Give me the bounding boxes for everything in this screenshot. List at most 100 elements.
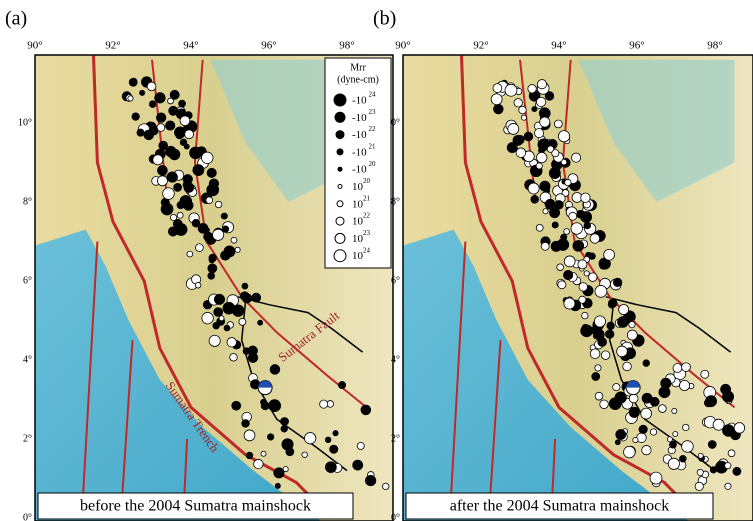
earthquake [281,426,288,433]
earthquake [246,452,253,459]
earthquake [202,152,213,163]
earthquake [581,325,593,337]
legend-label-base: -10 [352,146,367,158]
earthquake [185,130,194,139]
earthquake [214,294,224,304]
earthquake [643,360,650,367]
earthquake [537,80,546,89]
earthquake [536,97,545,106]
earthquake [207,168,216,177]
legend-symbol [337,201,343,207]
earthquake [543,209,548,214]
earthquake [540,117,550,127]
earthquake [554,120,562,128]
earthquake [701,370,709,378]
earthquake [623,362,632,371]
lat-tick-label: 0° [23,512,32,521]
earthquake [168,98,174,104]
earthquake [365,475,375,485]
earthquake [629,394,638,403]
lat-tick-label: 2° [391,433,400,444]
earthquake [581,211,592,222]
earthquake [304,433,315,444]
legend-label-base: 10 [352,216,364,228]
earthquake [528,85,536,93]
legend-symbol [337,149,343,155]
earthquake [175,224,187,236]
earthquake [166,121,175,130]
earthquake [541,242,549,250]
earthquake [248,346,258,356]
earthquake [357,442,364,449]
legend-label-exp: 20 [369,160,377,168]
legend-symbol [335,112,345,122]
earthquake [382,483,388,489]
earthquake [595,365,601,371]
legend-label-exp: 22 [363,212,371,220]
earthquake [697,469,703,475]
earthquake [505,84,517,96]
earthquake [545,199,555,209]
lat-tick-label: 4° [391,354,400,365]
earthquake [155,93,165,103]
earthquake [496,106,503,113]
earthquake [302,452,308,458]
earthquake [144,130,154,140]
earthquake [558,131,569,142]
lat-tick-label: 2° [23,433,32,444]
earthquake [169,149,180,160]
lat-tick-label: 8° [23,196,32,207]
earthquake [680,455,687,462]
earthquake [588,273,597,282]
earthquake [531,195,539,203]
earthquake [534,129,543,138]
legend-label-exp: 21 [363,194,371,202]
earthquake [563,270,572,279]
earthquake [187,251,193,257]
earthquake [594,329,605,340]
lon-tick-label: 90° [27,40,42,52]
earthquake [633,437,638,442]
earthquake [571,223,582,234]
lat-tick-label: 8° [391,196,400,207]
earthquake [224,325,230,331]
earthquake [604,249,615,260]
earthquake [286,448,294,456]
earthquake [642,445,651,454]
earthquake [219,316,224,321]
earthquake [672,408,677,413]
earthquake [158,166,168,176]
earthquake [569,212,577,220]
earthquake [584,222,591,229]
earthquake [564,298,575,309]
lon-tick-label: 96° [629,40,644,52]
earthquake [683,424,689,430]
earthquake [578,260,587,269]
earthquake [600,400,609,409]
legend-label-base: 10 [352,198,364,210]
earthquake [232,401,241,410]
legend-symbol [334,250,346,262]
earthquake [661,378,671,388]
earthquake [552,222,558,228]
earthquake [592,373,600,381]
legend-symbol [338,185,342,189]
earthquake [713,419,724,430]
earthquake [209,179,218,188]
earthquake [320,400,328,408]
earthquake [608,299,617,308]
earthquake [549,168,560,179]
earthquake [235,247,240,252]
earthquake [528,183,539,194]
earthquake [565,179,571,185]
lat-tick-label: 6° [23,275,32,286]
earthquake [573,240,584,251]
earthquake [617,346,628,357]
earthquake [254,459,263,468]
earthquake [275,483,280,488]
earthquake [325,462,336,473]
earthquake [658,405,666,413]
lon-tick-label: 90° [395,40,410,52]
earthquake [163,188,175,200]
